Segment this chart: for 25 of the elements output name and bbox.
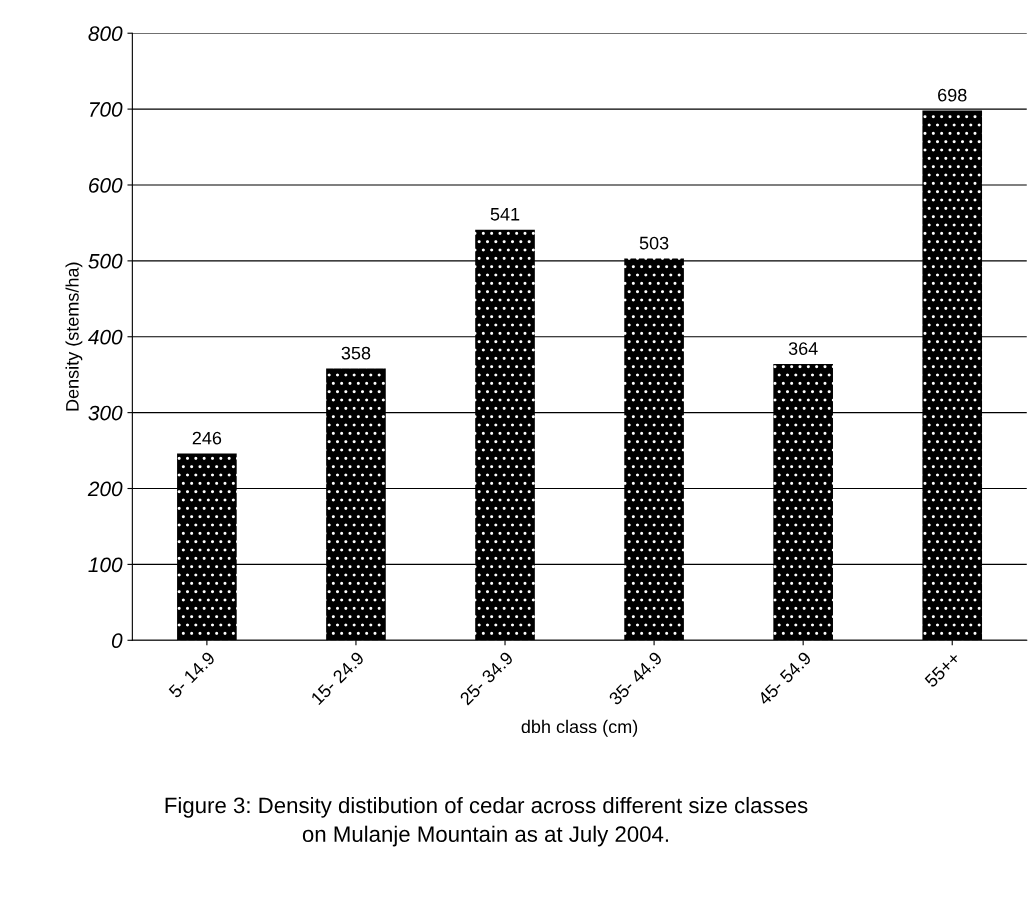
- y-tick-label: 600: [89, 177, 123, 193]
- data-label: 246: [192, 431, 222, 445]
- data-label: 541: [490, 208, 520, 221]
- bar: [773, 364, 833, 641]
- data-label: 364: [788, 342, 818, 355]
- y-tick-label: 300: [88, 405, 123, 421]
- y-tick-label: 700: [90, 102, 123, 117]
- y-axis-title: Density (stems/ha): [65, 262, 83, 411]
- data-label: 358: [341, 346, 371, 360]
- bar: [624, 258, 684, 641]
- bar: [475, 229, 535, 641]
- data-label: 698: [938, 88, 967, 102]
- y-tick-label: 400: [88, 329, 123, 345]
- bar: [326, 368, 386, 641]
- y-tick-label: 800: [88, 26, 123, 41]
- bar: [922, 110, 983, 641]
- data-label: 503: [639, 236, 669, 250]
- caption: Figure 3: Density distibution of cedar across different size classes on Mulanje Mountain as at July 2004.: [165, 796, 808, 847]
- bar: [177, 453, 237, 641]
- y-tick-label: 100: [88, 557, 123, 573]
- x-tick-label: 35- 44.9: [608, 650, 663, 706]
- x-axis-title: dbh class (cm): [521, 719, 638, 737]
- y-tick-label: 0: [111, 633, 123, 649]
- y-tick-label: 200: [87, 481, 123, 497]
- y-tick-label: 500: [88, 253, 123, 269]
